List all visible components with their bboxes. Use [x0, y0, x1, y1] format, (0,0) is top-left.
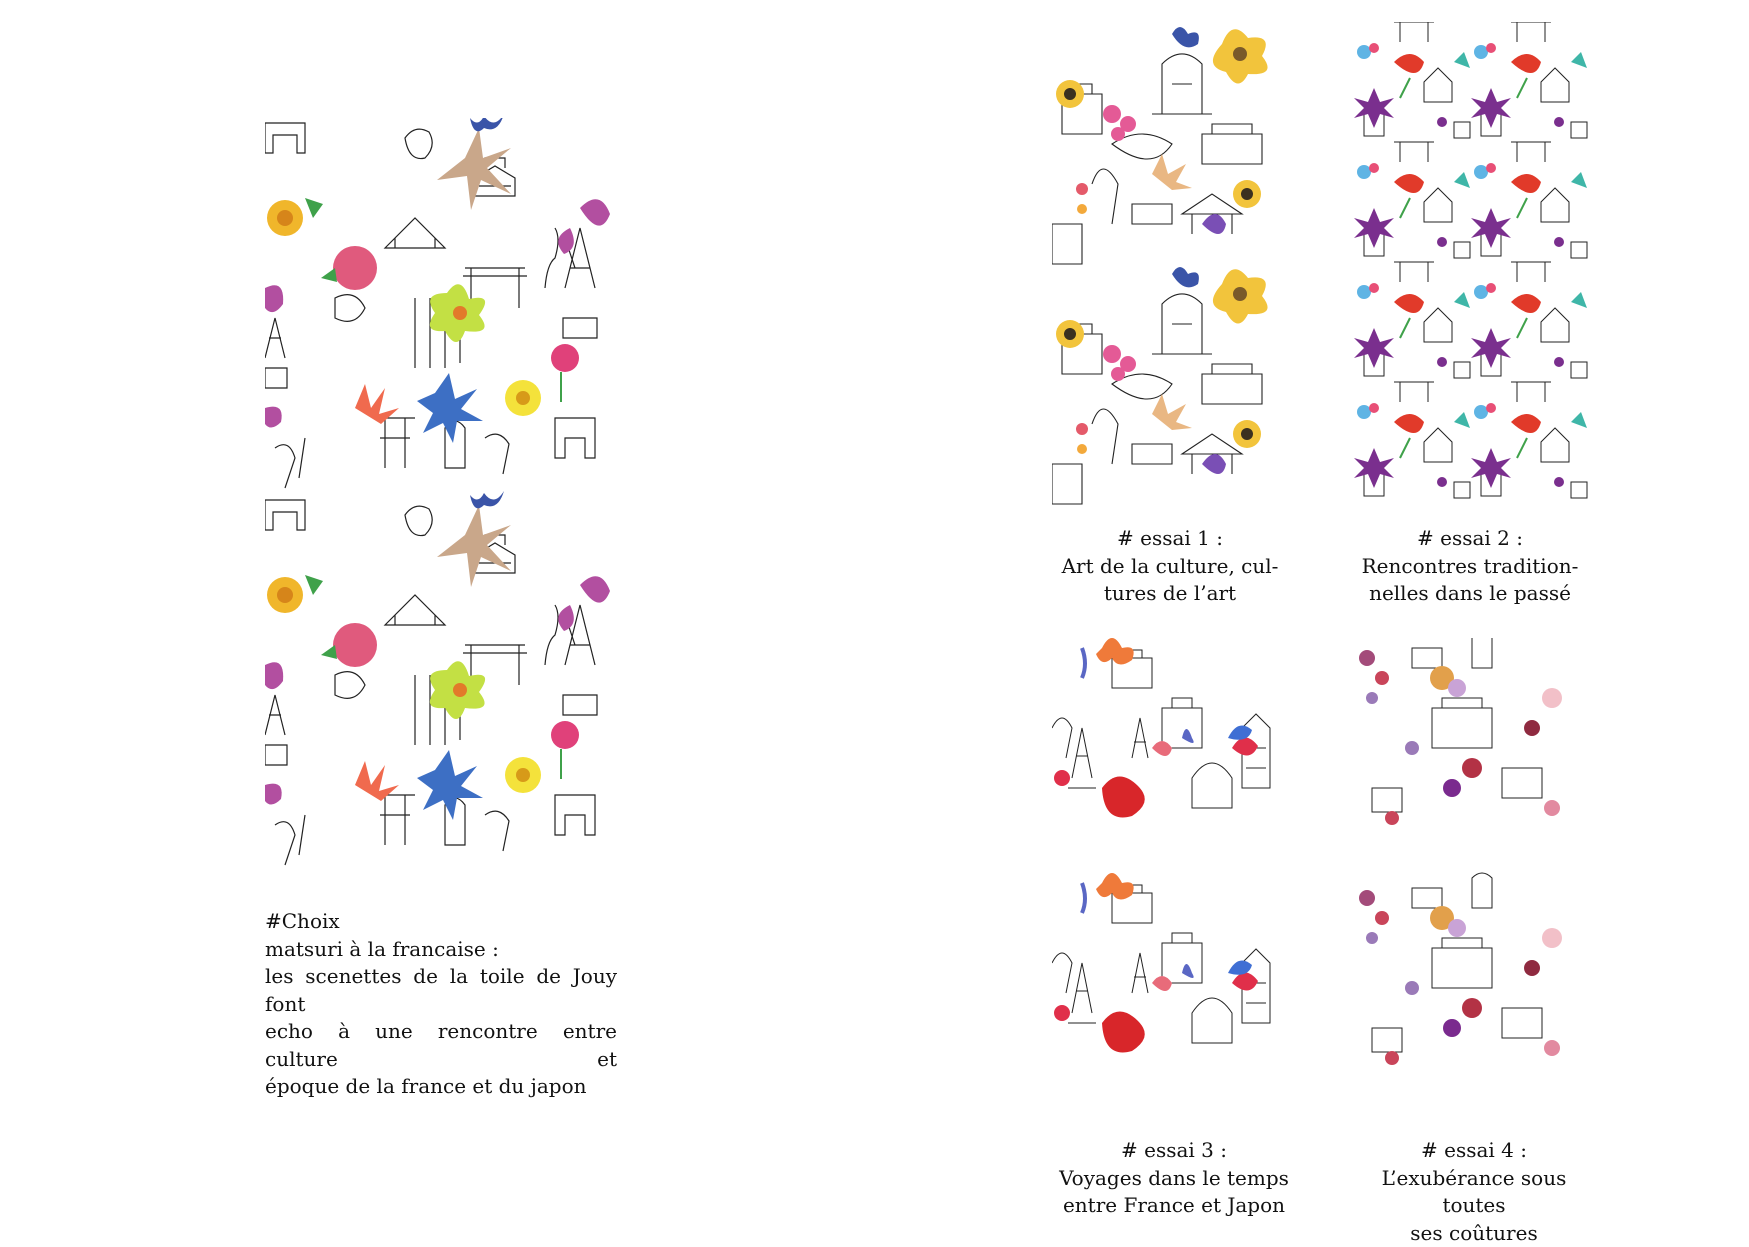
essai-title-line: ses coûtures — [1354, 1220, 1594, 1247]
essai-label: # essai 1 : — [1050, 525, 1290, 553]
essai-2-pattern-image — [1354, 22, 1588, 504]
essai-label: # essai 3 : — [1054, 1137, 1294, 1165]
essai-title-line: nelles dans le passé — [1350, 580, 1590, 608]
choice-body-line: époque de la france et du japon — [265, 1073, 617, 1101]
essai-title-line: Art de la culture, cul- — [1050, 553, 1290, 581]
essai-1-caption: # essai 1 : Art de la culture, cul- ture… — [1050, 525, 1290, 608]
essai-3-caption: # essai 3 : Voyages dans le temps entre … — [1054, 1137, 1294, 1220]
essai-label: # essai 4 : — [1354, 1137, 1594, 1165]
essai-4-pattern-image — [1352, 638, 1588, 1120]
choice-body-line: echo à une rencontre entre culture et — [265, 1018, 617, 1073]
chosen-pattern-description: #Choix matsuri à la francaise : les scen… — [265, 908, 617, 1101]
essai-4-caption: # essai 4 : L’exubérance sous toutes ses… — [1354, 1137, 1594, 1247]
essai-title-line: tures de l’art — [1050, 580, 1290, 608]
choice-title: matsuri à la francaise : — [265, 936, 617, 964]
chosen-pattern-image — [265, 118, 617, 873]
essai-label: # essai 2 : — [1350, 525, 1590, 553]
choice-heading: #Choix — [265, 908, 617, 936]
essai-title-line: Voyages dans le temps — [1054, 1165, 1294, 1193]
essai-3-pattern-image — [1052, 638, 1286, 1108]
essai-title-line: Rencontres tradition- — [1350, 553, 1590, 581]
choice-body-line: les scenettes de la toile de Jouy font — [265, 963, 617, 1018]
essai-title-line: L’exubérance sous toutes — [1354, 1165, 1594, 1220]
essai-2-caption: # essai 2 : Rencontres tradition- nelles… — [1350, 525, 1590, 608]
essai-title-line: entre France et Japon — [1054, 1192, 1294, 1220]
essai-1-pattern-image — [1052, 24, 1287, 508]
